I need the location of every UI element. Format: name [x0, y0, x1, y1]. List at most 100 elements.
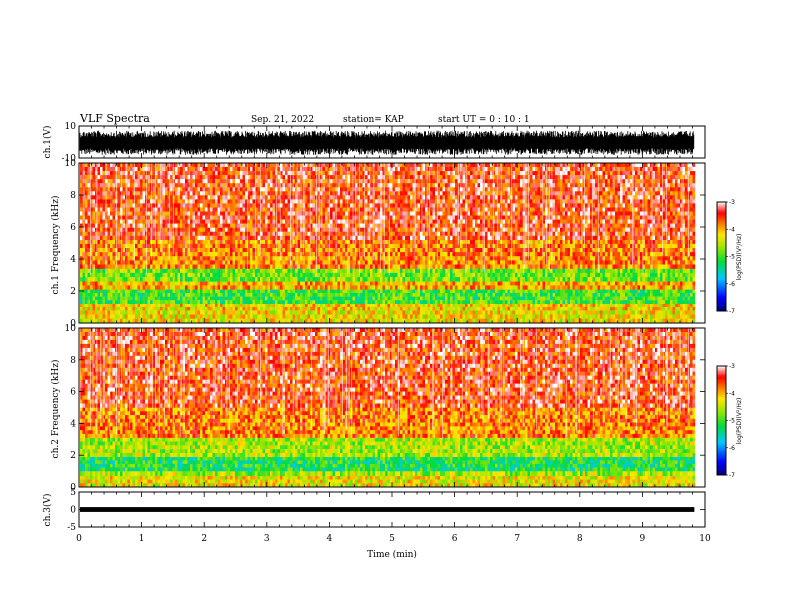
- spectrogram-cell: [128, 273, 131, 277]
- spectrogram-cell: [385, 269, 388, 273]
- spectrogram-cell: [140, 281, 143, 285]
- spectrogram-cell: [438, 304, 441, 307]
- spectrogram-cell: [258, 244, 261, 248]
- spectrogram-cell: [165, 281, 168, 285]
- spectrogram-cell: [198, 307, 201, 310]
- spectrogram-cell: [250, 240, 253, 244]
- spectrogram-cell: [370, 273, 373, 277]
- spectrogram-cell: [615, 277, 618, 281]
- spectrogram-cell: [120, 289, 123, 293]
- spectrogram-cell: [233, 260, 236, 264]
- spectrogram-cell: [210, 260, 213, 264]
- spectrogram-cell: [305, 260, 308, 264]
- spectrogram-cell: [390, 260, 393, 264]
- spectrogram-cell: [125, 281, 128, 285]
- spectrogram-cell: [125, 293, 128, 297]
- spectrogram-cell: [615, 252, 618, 256]
- spectrogram-cell: [198, 273, 201, 277]
- spectrogram-cell: [548, 256, 551, 260]
- spectrogram-cell: [303, 285, 306, 289]
- spectrogram-cell: [333, 277, 336, 281]
- spectrogram-cell: [195, 307, 198, 310]
- spectrogram-cell: [335, 285, 338, 289]
- spectrogram-cell: [543, 289, 546, 293]
- spectrogram-cell: [85, 269, 88, 273]
- spectrogram-cell: [428, 315, 431, 319]
- spectrogram-cell: [355, 307, 358, 310]
- spectrogram-cell: [205, 319, 208, 323]
- spectrogram-cell: [680, 310, 683, 314]
- spectrogram-cell: [673, 248, 676, 252]
- spectrogram-cell: [155, 281, 158, 285]
- spectrogram-cell: [320, 293, 323, 297]
- spectrogram-cell: [510, 281, 513, 285]
- spectrogram-cell: [398, 273, 401, 277]
- spectrogram-cell: [193, 307, 196, 310]
- spectrogram-cell: [440, 297, 443, 301]
- spectrogram-cell: [315, 273, 318, 277]
- spectrogram-cell: [523, 315, 526, 319]
- spectrogram-cell: [203, 307, 206, 310]
- spectrogram-cell: [243, 319, 246, 323]
- spectrogram-cell: [658, 304, 661, 307]
- spectrogram-cell: [503, 297, 506, 301]
- spectrogram-cell: [133, 281, 136, 285]
- spectrogram-cell: [160, 293, 163, 297]
- spectrogram-cell: [320, 240, 323, 244]
- spectrogram-cell: [533, 256, 536, 260]
- spectrogram-cell: [345, 289, 348, 293]
- spectrogram-cell: [498, 240, 501, 244]
- spectrogram-cell: [135, 304, 138, 307]
- spectrogram-cell: [248, 297, 251, 301]
- spectrogram-cell: [420, 240, 423, 244]
- spectrogram-cell: [495, 277, 498, 281]
- spectrogram-cell: [120, 281, 123, 285]
- spectrogram-cell: [535, 260, 538, 264]
- spectrogram-cell: [553, 293, 556, 297]
- spectrogram-cell: [500, 281, 503, 285]
- spectrogram-cell: [205, 285, 208, 289]
- spectrogram-cell: [120, 300, 123, 304]
- spectrogram-cell: [325, 240, 328, 244]
- spectrogram-cell: [580, 319, 583, 323]
- spectrogram-cell: [90, 285, 93, 289]
- spectrogram-cell: [440, 315, 443, 319]
- spectrogram-cell: [190, 269, 193, 273]
- spectrogram-cell: [545, 248, 548, 252]
- spectrogram-cell: [408, 310, 411, 314]
- spectrogram-cell: [138, 244, 141, 248]
- spectrogram-cell: [343, 269, 346, 273]
- spectrogram-cell: [198, 256, 201, 260]
- spectrogram-cell: [645, 289, 648, 293]
- spectrogram-cell: [283, 269, 286, 273]
- spectrogram-cell: [163, 315, 166, 319]
- spectrogram-cell: [228, 293, 231, 297]
- spectrogram-cell: [473, 252, 476, 256]
- spectrogram-cell: [110, 248, 113, 252]
- spectrogram-cell: [148, 307, 151, 310]
- spectrogram-cell: [533, 297, 536, 301]
- spectrogram-cell: [658, 289, 661, 293]
- spectrogram-cell: [538, 297, 541, 301]
- spectrogram-cell: [93, 319, 96, 323]
- spectrogram-cell: [298, 293, 301, 297]
- spectrogram-cell: [110, 281, 113, 285]
- spectrogram-cell: [188, 285, 191, 289]
- spectrogram-cell: [98, 315, 101, 319]
- spectrogram-cell: [93, 293, 96, 297]
- spectrogram-cell: [498, 293, 501, 297]
- spectrogram-cell: [323, 315, 326, 319]
- spectrogram-cell: [198, 289, 201, 293]
- spectrogram-cell: [288, 244, 291, 248]
- spectrogram-cell: [100, 256, 103, 260]
- spectrogram-cell: [303, 304, 306, 307]
- spectrogram-cell: [213, 300, 216, 304]
- spectrogram-cell: [670, 293, 673, 297]
- spectrogram-cell: [140, 277, 143, 281]
- spectrogram-cell: [288, 319, 291, 323]
- spectrogram-cell: [335, 310, 338, 314]
- spectrogram-cell: [498, 244, 501, 248]
- spectrogram-cell: [480, 256, 483, 260]
- spectrogram-cell: [518, 244, 521, 248]
- spectrogram-cell: [110, 297, 113, 301]
